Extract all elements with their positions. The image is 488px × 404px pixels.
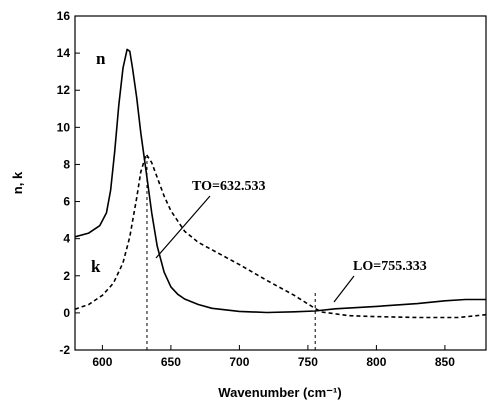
y-axis-ticks: -2 0 2 4 6 8 10 12 14 16 [57, 9, 80, 357]
series-label-k: k [91, 257, 101, 276]
y-tick-label: 4 [63, 232, 70, 246]
x-tick-label: 650 [161, 355, 181, 369]
x-tick-label: 700 [229, 355, 249, 369]
y-tick-label: 10 [57, 120, 71, 134]
x-tick-label: 800 [366, 355, 386, 369]
plot-frame [74, 15, 487, 351]
y-tick-label: -2 [59, 343, 70, 357]
x-tick-label: 750 [298, 355, 318, 369]
y-tick-label: 2 [63, 269, 70, 283]
y-tick-label: 12 [57, 83, 71, 97]
y-tick-label: 16 [57, 9, 71, 23]
series-label-n: n [96, 49, 106, 68]
to-annotation: TO=632.533 [192, 179, 265, 194]
x-axis-ticks: 600 650 700 750 800 850 [92, 345, 455, 369]
y-tick-label: 14 [57, 46, 71, 60]
x-tick-label: 600 [92, 355, 112, 369]
lo-arrow [333, 275, 355, 303]
series-layer [74, 48, 487, 319]
y-tick-label: 6 [63, 195, 70, 209]
to-arrow [155, 195, 211, 259]
x-tick-label: 850 [435, 355, 455, 369]
y-tick-label: 0 [63, 306, 70, 320]
y-axis-title: n, k [10, 171, 25, 194]
y-tick-label: 8 [63, 157, 70, 171]
lo-annotation: LO=755.333 [353, 259, 427, 274]
series-line-k [74, 153, 487, 319]
series-line-n [74, 48, 486, 314]
marker-layer [146, 157, 316, 350]
x-axis-title: Wavenumber (cm⁻¹) [218, 385, 341, 400]
